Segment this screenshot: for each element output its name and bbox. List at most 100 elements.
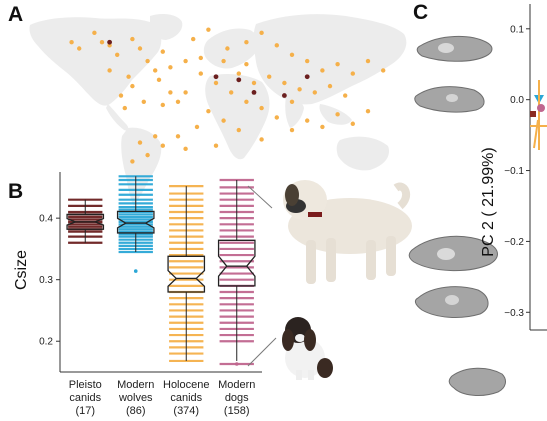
pca-ticks: 0.1 0.0 −0.1 −0.2 −0.3 <box>504 24 530 319</box>
map-europe <box>203 28 260 69</box>
map-site-dot <box>183 58 188 64</box>
map-site-dot <box>259 105 264 111</box>
map-site-dot <box>191 36 196 42</box>
category-label: wolves <box>118 392 153 404</box>
map-site-dot <box>244 99 249 105</box>
pca-y-tick-label: −0.2 <box>504 237 524 248</box>
map-site-dot <box>365 109 371 114</box>
map-site-dot <box>213 143 219 148</box>
map-site-dot <box>365 58 371 64</box>
map-site-dot <box>69 40 74 45</box>
pca-y-tick-label: 0.1 <box>510 24 524 35</box>
map-site-dot <box>122 105 128 111</box>
y-axis-label: Csize <box>13 250 30 290</box>
map-site-dot <box>244 61 249 67</box>
outlier-point <box>234 362 239 366</box>
map-site-dot <box>350 71 355 76</box>
map-site-dot <box>160 143 165 148</box>
map-site-dot <box>175 134 181 139</box>
map-site-dot <box>126 74 131 79</box>
notched-box <box>66 213 105 230</box>
map-site-dot <box>160 102 165 108</box>
category-label: (86) <box>126 405 146 417</box>
map-site-dot <box>206 109 211 114</box>
map-australia <box>336 136 390 171</box>
small-dog-photo <box>282 317 333 380</box>
map-site-dot <box>145 152 150 158</box>
csize-boxplot: 0.20.30.4Pleistocanids(17)Modernwolves(8… <box>39 172 262 417</box>
map-site-dot <box>289 99 295 105</box>
map-site-dot <box>274 115 279 120</box>
map-site-dot <box>198 55 203 61</box>
map-site-dot <box>305 58 310 64</box>
notched-box <box>167 255 206 293</box>
category-label: Holocene <box>163 379 209 391</box>
map-site-dot <box>77 46 82 51</box>
notched-box <box>217 239 256 287</box>
map-site-dot <box>107 68 112 73</box>
skull-dorsal-1 <box>416 35 493 62</box>
world-map <box>29 14 407 206</box>
skull-lateral-1 <box>414 86 485 113</box>
map-central-america <box>106 104 129 131</box>
map-site-dot <box>350 121 355 126</box>
category-label: (158) <box>224 405 250 417</box>
map-site-dot <box>118 93 124 98</box>
map-site-dot <box>335 61 340 67</box>
y-tick-label: 0.4 <box>39 214 53 225</box>
map-site-dot <box>312 90 317 95</box>
map-site-dot <box>130 36 135 42</box>
map-site-dot <box>198 71 203 76</box>
panel-a-label: A <box>8 3 24 26</box>
connector-line-large <box>247 185 273 209</box>
map-site-dot <box>282 80 287 86</box>
map-site-dot <box>251 80 257 86</box>
map-site-dot <box>194 124 200 130</box>
map-site-dot <box>183 90 188 95</box>
pca-y-tick-label: −0.3 <box>504 308 524 319</box>
category-label: Pleisto <box>69 379 102 391</box>
map-site-dot-dark <box>213 74 219 80</box>
map-site-dot <box>289 127 295 133</box>
category-label: canids <box>170 392 202 404</box>
map-site-dot <box>213 80 219 86</box>
map-greenland <box>150 14 183 40</box>
skull-dorsal-3 <box>448 367 506 396</box>
panel-c-label: C <box>413 1 429 24</box>
category-label: Modern <box>117 379 154 391</box>
pca-point-pleisto <box>530 111 536 117</box>
pca-y-tick-label: 0.0 <box>510 95 524 106</box>
pca-y-axis-label: PC 2 ( 21.99%) <box>480 147 497 256</box>
map-africa <box>205 74 270 160</box>
map-site-dot <box>168 65 173 70</box>
map-site-dot <box>168 90 173 95</box>
map-site-dot <box>327 83 333 89</box>
map-site-dot <box>130 83 135 89</box>
map-site-dot <box>160 49 165 54</box>
map-site-dot <box>130 159 135 164</box>
map-site-dot-dark <box>251 90 257 95</box>
map-site-dot <box>137 46 143 51</box>
pca-y-tick-label: −0.1 <box>504 166 524 177</box>
map-site-dot <box>335 112 340 117</box>
map-site-dot <box>381 68 386 73</box>
map-south-america <box>121 127 162 206</box>
map-site-dot <box>99 40 105 45</box>
map-site-dot <box>289 52 295 57</box>
map-site-dot <box>229 90 234 95</box>
map-sites-dark <box>107 39 310 98</box>
map-site-dot <box>259 30 264 36</box>
map-site-dot <box>206 27 211 32</box>
map-sites <box>69 27 386 164</box>
map-site-dot <box>259 137 264 142</box>
map-site-dot <box>244 40 249 45</box>
map-site-dot <box>92 30 97 36</box>
pca-point-dog <box>537 104 545 112</box>
map-site-dot <box>183 146 188 152</box>
map-site-dot <box>267 74 272 79</box>
skull-lateral-2 <box>414 286 489 318</box>
map-site-dot <box>221 58 226 64</box>
pca-errorbar-2 <box>533 119 539 149</box>
